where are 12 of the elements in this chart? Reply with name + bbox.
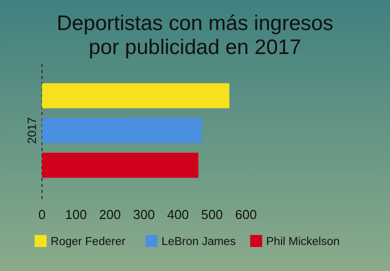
- x-tick-label: 500: [201, 207, 223, 222]
- legend-label: Phil Mickelson: [266, 236, 340, 248]
- y-tick-label: 2017: [25, 116, 39, 144]
- x-tick-label: 400: [167, 207, 189, 222]
- legend-label: LeBron James: [162, 236, 236, 248]
- legend-label: Roger Federer: [50, 236, 126, 248]
- x-tick-label: 0: [38, 207, 46, 222]
- x-tick-label: 300: [133, 207, 155, 222]
- x-tick-label: 100: [65, 207, 87, 222]
- chart-title: Deportistas con más ingresos por publicidad en 2017: [56, 12, 334, 59]
- x-tick-label: 600: [235, 207, 257, 222]
- x-tick-label: 200: [99, 207, 121, 222]
